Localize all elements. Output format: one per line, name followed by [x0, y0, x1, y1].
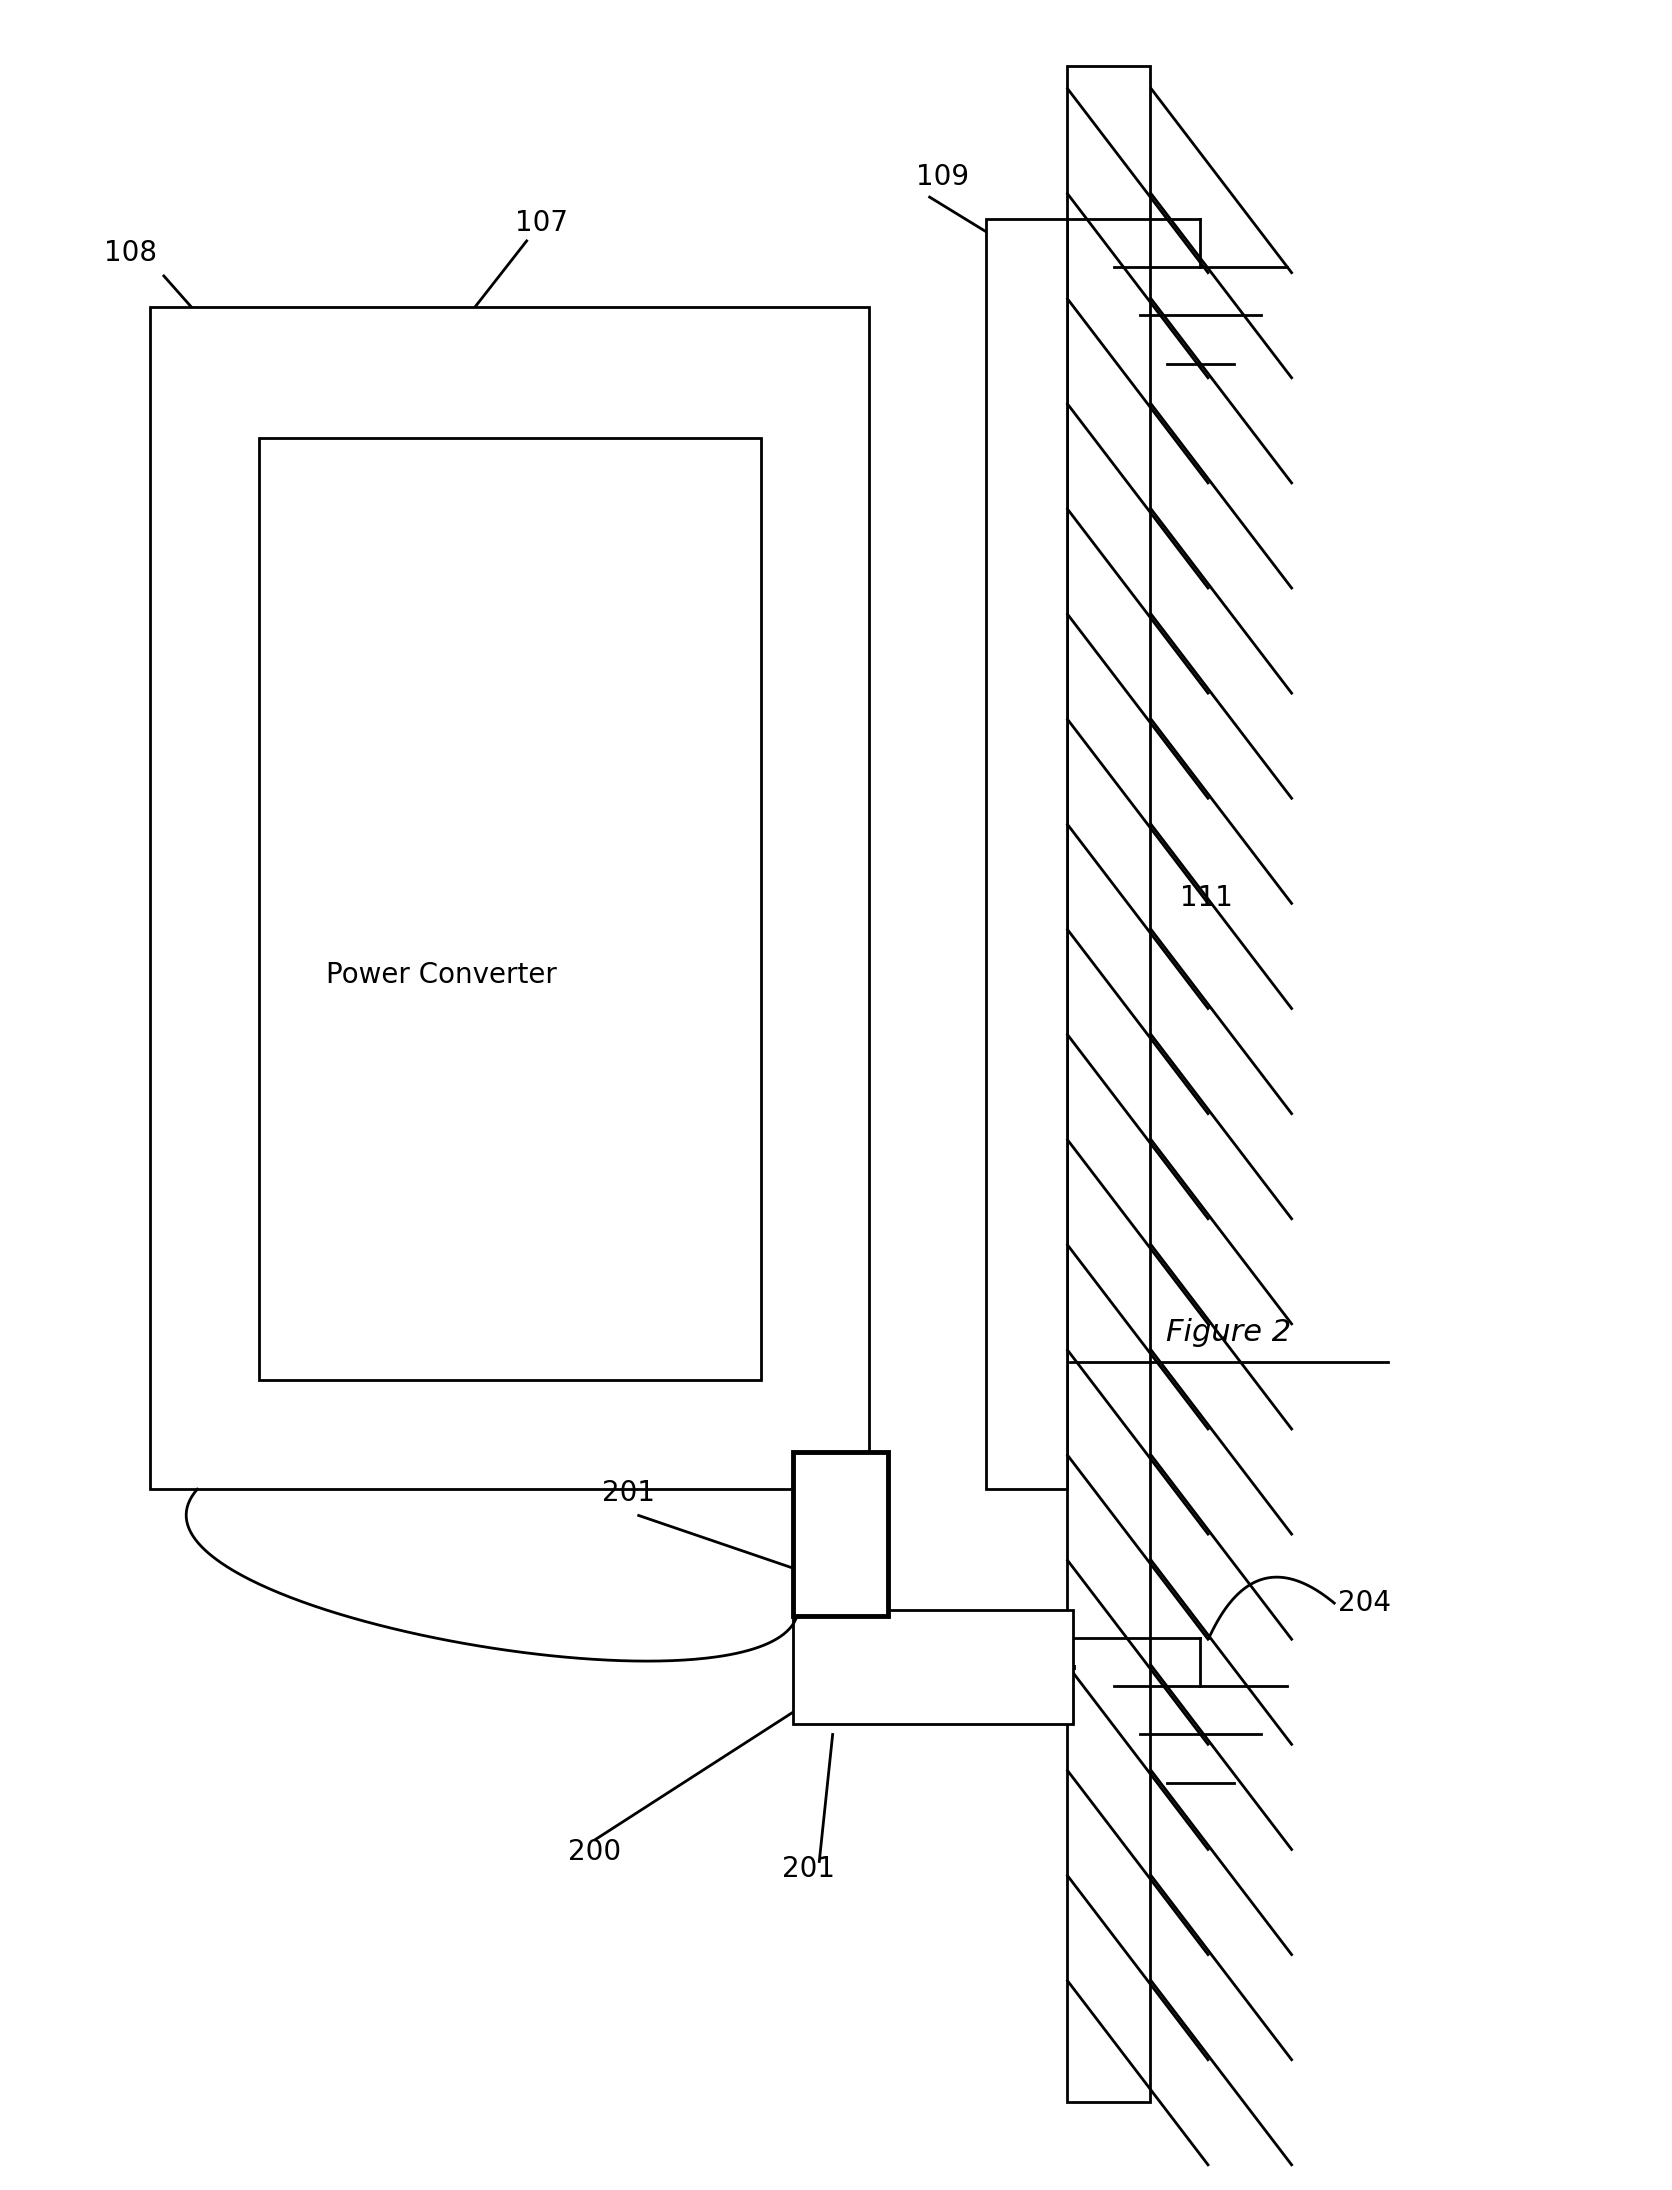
Text: 200: 200 [568, 1837, 622, 1866]
Bar [1067, 66, 1150, 2102]
Text: 204: 204 [1338, 1590, 1391, 1616]
Bar [259, 438, 761, 1380]
Text: Power Converter: Power Converter [326, 961, 557, 988]
Bar [793, 1610, 1073, 1724]
Bar [793, 1452, 888, 1616]
Text: 109: 109 [916, 162, 970, 191]
Text: 201: 201 [602, 1478, 655, 1507]
Text: Figure 2: Figure 2 [1167, 1318, 1291, 1347]
Text: 107: 107 [515, 208, 568, 237]
Bar [150, 307, 869, 1489]
Text: 201: 201 [782, 1855, 836, 1883]
Bar [986, 219, 1067, 1489]
Text: 111: 111 [1180, 885, 1234, 911]
Text: 108: 108 [104, 239, 157, 267]
